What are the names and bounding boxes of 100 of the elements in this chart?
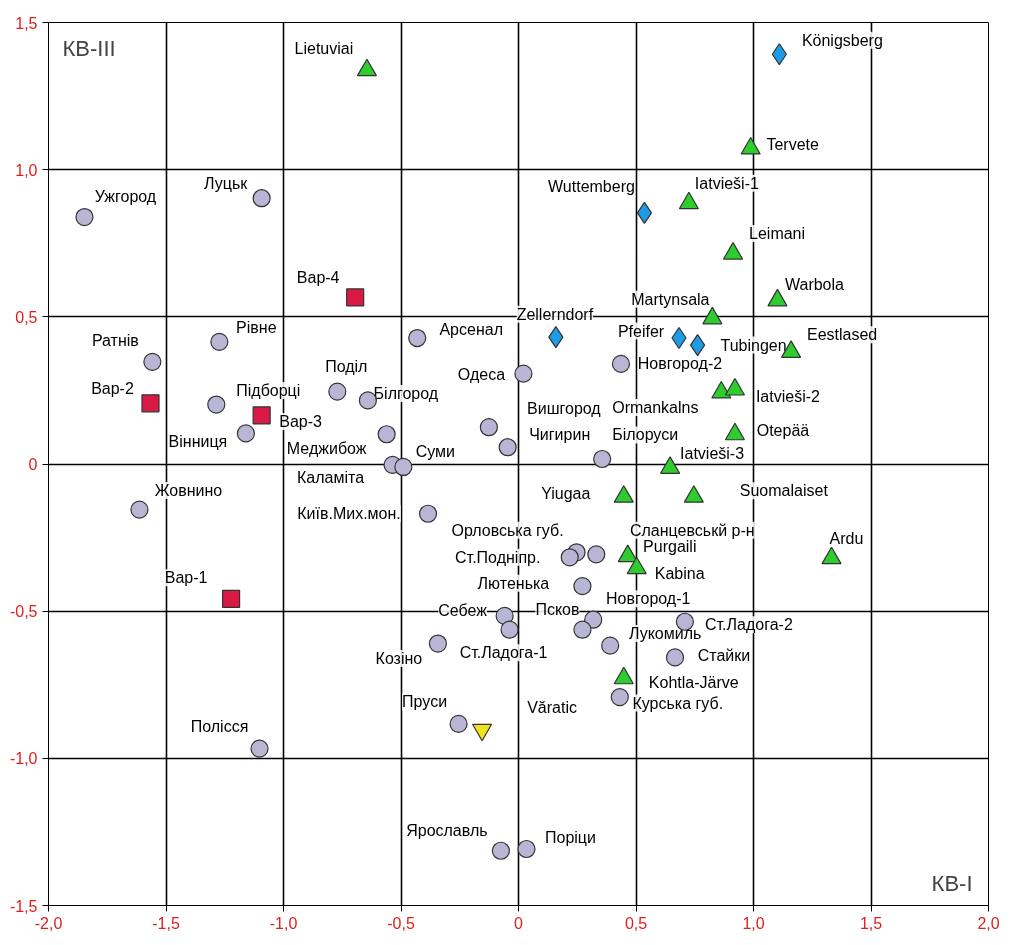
annotation: Lietuviai [294, 39, 354, 57]
annotation: Поділ [325, 358, 368, 376]
annotation: Вишгород [527, 399, 602, 417]
point [517, 839, 536, 859]
annotation: Псков [535, 601, 580, 619]
point [514, 364, 533, 383]
annotation: Новгород-2 [637, 355, 723, 373]
y-tick-label: 1,5 [15, 14, 38, 32]
annotation: Iatvieši-1 [694, 174, 759, 192]
point [573, 620, 592, 639]
annotation: Поріци [545, 829, 596, 847]
annotation: Ст.Ладога-2 [704, 616, 793, 634]
annotation: Ярославль [406, 822, 488, 840]
annotation: Kabina [654, 564, 705, 582]
x-tick-label: 2,0 [977, 914, 1000, 932]
y-tick-label: -0,5 [9, 603, 38, 621]
annotation: Вар-3 [279, 412, 323, 430]
annotation: Луцьк [204, 174, 249, 192]
annotation: Вінниця [168, 432, 228, 450]
annotation: Чигирин [529, 425, 591, 443]
annotation: Себеж [438, 602, 488, 620]
annotation: Орловська губ. [451, 521, 564, 539]
point [601, 636, 620, 655]
point [491, 841, 510, 860]
point [130, 500, 149, 519]
annotation: Kohtla-Järve [648, 673, 739, 691]
point [500, 620, 519, 639]
point [584, 610, 603, 629]
annotation: Каламіта [297, 469, 365, 487]
annotation: Leimani [749, 225, 806, 243]
point [141, 394, 160, 413]
annotation: Ormankalns [612, 398, 699, 416]
annotation: Жовнино [154, 482, 223, 500]
annotation: Ужгород [94, 187, 157, 205]
annotation: Yiugaa [541, 485, 591, 503]
annotation: Iatvieši-2 [755, 388, 821, 406]
annotation: Ст.Подніпр. [455, 548, 541, 566]
point [636, 201, 653, 225]
annotation: Полісся [190, 718, 249, 736]
x-tick-label: 1,5 [859, 914, 883, 932]
annotation: Zellerndorf [516, 305, 594, 323]
x-tick-label: -1,0 [269, 914, 298, 932]
annotation: Лукомиль [628, 625, 702, 643]
point [394, 457, 413, 477]
x-tick-label: 0,5 [624, 914, 648, 932]
annotation: Білоруси [612, 426, 679, 444]
annotation: Königsberg [801, 31, 883, 49]
annotation: Білгород [373, 384, 439, 402]
point [377, 425, 396, 444]
y-axis-title: КВ-III [62, 36, 116, 61]
annotation: Văratic [527, 699, 577, 717]
x-tick-label: 1,0 [742, 914, 765, 932]
annotation: Iatvieši-3 [680, 445, 745, 463]
annotation: Вар-2 [91, 379, 134, 397]
point [479, 418, 498, 437]
annotation: Підборці [236, 382, 301, 400]
annotation: Вар-1 [164, 569, 208, 587]
x-axis-title: КВ-I [931, 871, 973, 896]
annotation: Otepää [756, 421, 810, 439]
annotation: Pfeifer [617, 322, 665, 340]
point [252, 406, 271, 425]
point [449, 714, 468, 733]
point [495, 606, 514, 625]
point [346, 288, 365, 307]
point [689, 333, 706, 357]
annotation: Київ.Мих.мон. [297, 505, 401, 523]
annotation: Ст.Ладога-1 [459, 644, 548, 662]
annotation: Стайки [697, 646, 751, 664]
x-tick-label: -1,5 [152, 914, 180, 932]
point [143, 352, 162, 371]
point [408, 328, 427, 348]
point [665, 648, 685, 667]
point [573, 577, 592, 596]
point [587, 545, 606, 564]
annotation: Martynsala [631, 290, 710, 308]
point [252, 189, 271, 208]
annotation: Ратнів [91, 332, 139, 350]
annotation: Лютенька [477, 574, 550, 592]
y-tick-label: 0,5 [15, 308, 38, 326]
point [418, 504, 438, 523]
annotation: Новгород-1 [606, 590, 691, 608]
point [250, 739, 269, 758]
annotation: Warbola [784, 275, 845, 293]
point [236, 424, 255, 443]
annotation: Tubingen [720, 336, 787, 354]
y-tick-label: 1,0 [15, 161, 38, 179]
annotation: Рівне [236, 319, 277, 337]
annotation: Суми [415, 443, 456, 461]
annotation: Меджибож [286, 439, 367, 457]
point [328, 382, 347, 401]
y-tick-label: -1,0 [9, 750, 38, 768]
x-tick-label: -2,0 [34, 914, 63, 932]
annotation: Ardu [829, 529, 864, 547]
annotation: Tervete [766, 135, 820, 153]
point [498, 438, 517, 457]
annotation: Одеса [457, 366, 506, 384]
point [593, 449, 612, 469]
annotation: Eestlased [806, 326, 878, 344]
x-tick-label: 0 [514, 914, 524, 932]
annotation: Purgaili [643, 537, 697, 555]
